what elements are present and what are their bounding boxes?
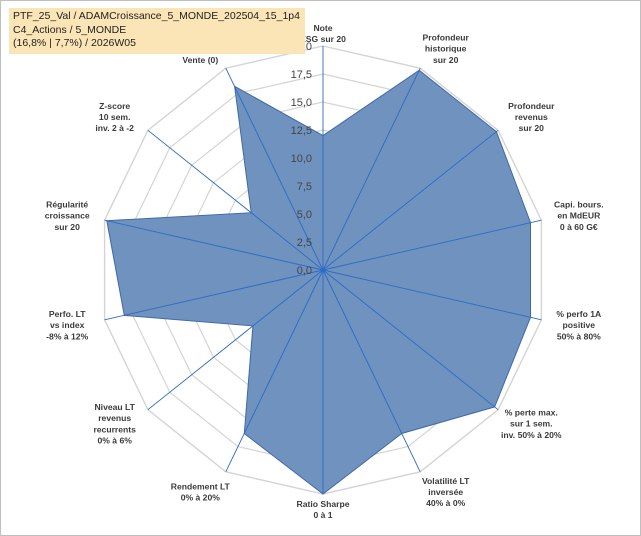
axis-label-line: Profondeur — [423, 33, 470, 43]
axis-label-line: recurrents — [93, 424, 136, 434]
axis-label-line: Régularité — [46, 199, 88, 209]
axis-label-line: vs index — [50, 320, 85, 330]
axis-label-line: 0 à 1 — [313, 510, 332, 520]
tick-label: 5,0 — [297, 209, 312, 221]
axis-label-line: Volatilité LT — [422, 476, 470, 486]
axis-label-line: historique — [425, 44, 467, 54]
tick-label: 12,5 — [291, 125, 312, 137]
axis-label-line: sur 20 — [519, 123, 545, 133]
axis-label-line: sur 20 — [433, 55, 459, 65]
axis-label-line: inv. 50% à 20% — [501, 430, 562, 440]
axis-label-line: Perfo. LT — [49, 309, 86, 319]
tick-label: 2,5 — [297, 237, 312, 249]
axis-label-line: Note — [313, 23, 332, 33]
axis-label-line: Z-score — [99, 101, 130, 111]
axis-label-line: 0% à 6% — [97, 436, 132, 446]
axis-label-line: 0% à 20% — [181, 493, 221, 503]
axis-spoke — [322, 219, 542, 271]
axis-label-line: Rendement LT — [171, 481, 231, 491]
tick-label: 15,0 — [291, 97, 312, 109]
axis-label-line: sur 20 — [55, 222, 81, 232]
axis-label-line: inversée — [428, 487, 463, 497]
series-area — [106, 69, 531, 495]
axis-spoke — [225, 269, 324, 472]
radar-spokes — [104, 46, 542, 494]
axis-spoke — [225, 68, 324, 271]
axis-spoke — [104, 269, 324, 321]
radar-series — [106, 69, 531, 495]
axis-spoke — [147, 269, 324, 411]
axis-label-line: 10 sem. — [99, 112, 131, 122]
axis-spoke — [104, 219, 324, 271]
axis-spoke — [322, 269, 499, 411]
axis-spoke — [147, 129, 324, 271]
axis-label-line: Niveau LT — [94, 402, 135, 412]
axis-label: Rendement LT 0% à 20% — [171, 481, 231, 502]
tick-label: 17,5 — [291, 69, 312, 81]
axis-label-line: Capi. bours. — [554, 199, 604, 209]
axis-label-line: revenus — [515, 112, 548, 122]
axis-label: % perte max.sur 1 sem.inv. 50% à 20% — [501, 408, 562, 440]
tick-label: 0,0 — [297, 265, 312, 277]
title-line-2: C4_Actions / 5_MONDE — [13, 23, 127, 36]
tick-label: 7,5 — [297, 181, 312, 193]
chart-title-box: PTF_25_Val / ADAMCroissance_5_MONDE_2025… — [9, 8, 305, 54]
axis-label-line: positive — [563, 320, 596, 330]
axis-label-line: % perte max. — [505, 408, 558, 418]
axis-spoke — [322, 129, 499, 271]
axis-label-line: sur 1 sem. — [510, 419, 553, 429]
axis-label-line: 50% à 80% — [557, 331, 601, 341]
axis-label-line: -8% à 12% — [46, 331, 88, 341]
axis-label-line: 0 à 60 G€ — [560, 222, 598, 232]
axis-spoke — [322, 269, 542, 321]
axis-label-line: revenus — [98, 413, 131, 423]
axis-label-line: Vente (0) — [182, 55, 218, 65]
axis-label-line: 40% à 0% — [426, 498, 466, 508]
axis-spoke — [322, 269, 421, 472]
axis-label-line: Profondeur — [508, 101, 555, 111]
title-line-1: PTF_25_Val / ADAMCroissance_5_MONDE_2025… — [13, 10, 300, 22]
title-line-3: (16,8% | 7,7%) / 2026W05 — [13, 37, 136, 49]
axis-label-line: croissance — [45, 211, 90, 221]
axis-label-line: ESG sur 20 — [300, 34, 346, 44]
tick-label: 10,0 — [291, 153, 312, 165]
axis-label-line: Ratio Sharpe — [296, 499, 349, 509]
axis-label-line: en MdEUR — [557, 211, 601, 221]
axis-label-line: % perfo 1A — [556, 309, 601, 319]
axis-spoke — [322, 68, 421, 271]
axis-label-line: inv. 2 à -2 — [95, 123, 134, 133]
